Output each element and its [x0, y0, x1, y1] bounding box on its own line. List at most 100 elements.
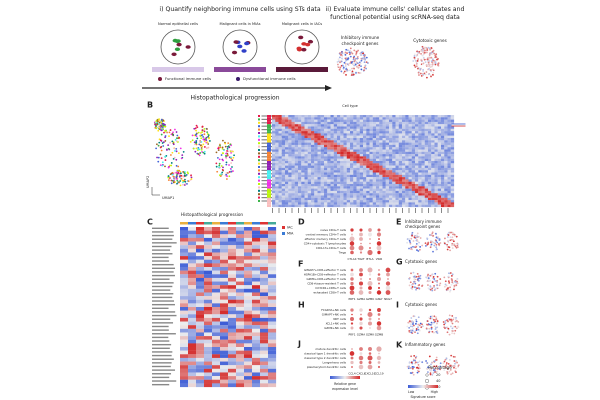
heat-cell [346, 133, 351, 136]
heat-cell [285, 177, 289, 180]
heat-cell [415, 172, 419, 175]
heat-cell [278, 140, 282, 143]
heat-cell [180, 259, 189, 264]
heat-cell [291, 174, 295, 178]
heat-cell [363, 165, 367, 168]
heat-cell [385, 128, 390, 132]
umap-point [445, 362, 448, 364]
heat-cell [268, 357, 277, 362]
umap-point [233, 154, 235, 157]
heat-cell [275, 188, 279, 191]
umap-point [176, 134, 179, 137]
heat-cell [212, 285, 221, 289]
heat-cell [418, 133, 422, 136]
label: CXCL8 [357, 372, 366, 376]
heat-cell [180, 252, 189, 257]
heat-cell [408, 126, 412, 129]
heat-cell [418, 115, 422, 118]
heat-cell [327, 190, 331, 194]
umap-point [416, 272, 419, 275]
heat-cell [311, 186, 315, 189]
heat-cell [244, 234, 253, 239]
label: classical type 2 dendritic cells [304, 356, 347, 360]
heat-cell [311, 181, 315, 185]
heat-cell [314, 135, 318, 139]
heat-cell [314, 161, 318, 164]
umap-point [155, 127, 158, 130]
heat-cell [236, 328, 245, 333]
umap-point [196, 137, 199, 140]
heat-cell [405, 179, 409, 182]
gene-label [311, 208, 312, 213]
umap-point [410, 246, 413, 249]
heat-cell [441, 117, 445, 120]
heat-cell [285, 117, 289, 120]
heat-cell [327, 195, 331, 198]
heat-cell [408, 158, 412, 162]
heat-cell [389, 156, 393, 159]
cell [233, 40, 239, 44]
heat-cell [307, 188, 312, 191]
side-bar [267, 195, 271, 198]
heat-cell [298, 119, 302, 122]
heat-cell [260, 277, 269, 282]
heat-cell [415, 181, 419, 185]
heat-cell [317, 156, 321, 159]
heat-cell [298, 117, 302, 120]
heat-cell [346, 115, 351, 118]
umap-point [230, 156, 232, 159]
umap-point [419, 72, 422, 75]
gene-label [291, 208, 293, 213]
heat-cell [236, 256, 245, 260]
umap-point [362, 57, 365, 59]
heat-cell [366, 179, 370, 182]
heat-cell [431, 131, 435, 134]
heat-cell [281, 124, 286, 127]
umap-point [426, 57, 429, 60]
dot [376, 241, 382, 246]
heat-cell [330, 147, 334, 150]
heat-cell [398, 172, 403, 175]
heat-cell [294, 138, 299, 141]
heat-cell [379, 158, 383, 162]
heat-cell [447, 200, 451, 203]
heat-cell [330, 167, 334, 171]
heat-cell [180, 350, 189, 355]
heat-cell [314, 126, 318, 129]
umap-point [445, 288, 448, 291]
heat-cell [275, 190, 279, 194]
dot [368, 352, 372, 355]
heat-cell [307, 156, 312, 159]
heat-cell [268, 237, 277, 242]
heat-cell [301, 156, 305, 159]
heat-cell [212, 339, 221, 344]
heat-cell [333, 161, 338, 164]
heat-cell [369, 147, 373, 150]
umap-point [228, 175, 231, 178]
heat-cell [418, 170, 422, 173]
umap-point [164, 159, 167, 161]
gene-label [298, 208, 299, 213]
heat-cell [424, 124, 429, 127]
dot [349, 236, 355, 242]
umap-point [409, 242, 412, 245]
heat-cell [301, 161, 305, 164]
umap-point [225, 172, 228, 174]
heat-cell [220, 256, 229, 260]
heat-cell [320, 128, 325, 132]
heat-cell [272, 138, 276, 141]
umap-point [363, 69, 366, 72]
heat-cell [288, 154, 292, 157]
umap-point [418, 50, 421, 53]
heat-cell [363, 133, 367, 136]
umap-point [430, 363, 432, 366]
umap-point [164, 155, 167, 158]
heat-cell [363, 121, 367, 125]
dot [378, 352, 380, 355]
heat-cell [320, 181, 325, 185]
heat-cell [441, 204, 445, 208]
heat-cell [353, 197, 357, 201]
heat-cell [392, 151, 396, 155]
heat-cell [376, 144, 380, 148]
heat-cell [356, 135, 360, 139]
